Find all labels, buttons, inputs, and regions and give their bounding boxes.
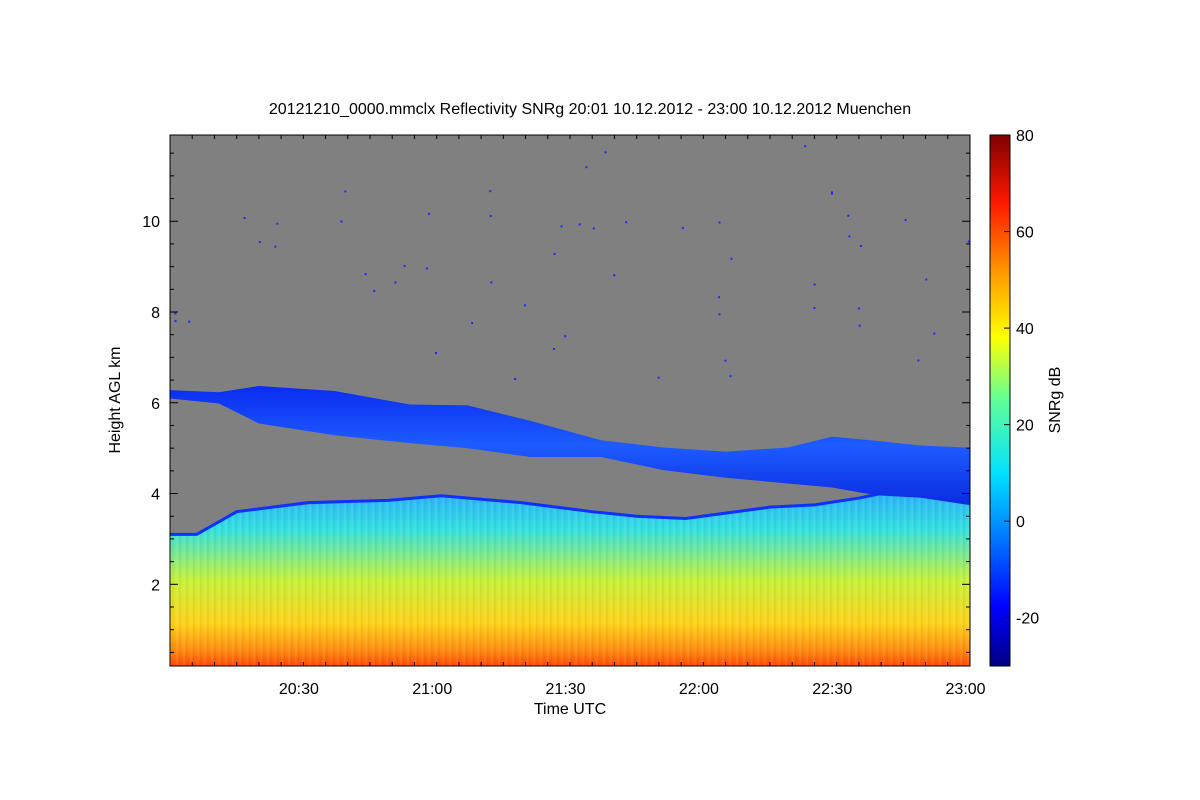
noise-speckle [848, 235, 851, 238]
noise-speckle [724, 359, 727, 362]
noise-speckle [243, 217, 246, 220]
noise-speckles [174, 145, 970, 380]
x-tick-label: 21:30 [546, 681, 586, 698]
noise-speckle [813, 283, 816, 286]
noise-speckle [552, 348, 555, 351]
noise-speckle [523, 304, 526, 307]
colorbar-gradient [989, 134, 1011, 667]
noise-speckle [718, 313, 721, 316]
noise-speckle [813, 306, 816, 309]
noise-speckle [174, 312, 177, 315]
noise-speckle [394, 281, 397, 284]
noise-speckle [925, 278, 928, 281]
noise-speckle [657, 376, 660, 379]
colorbar-tick-label: 80 [1016, 128, 1034, 145]
noise-speckle [730, 257, 733, 260]
noise-speckle [847, 214, 850, 217]
colorbar-tick-label: 0 [1016, 514, 1025, 531]
noise-speckle [188, 320, 191, 323]
noise-speckle [831, 192, 834, 195]
colorbar-ticks: -20 0 20 40 60 80 [1004, 128, 1039, 628]
noise-speckle [804, 145, 807, 148]
echo-layers [170, 386, 970, 666]
lower-echo-top [170, 473, 970, 536]
noise-speckle [276, 222, 279, 225]
x-tick-label: 20:30 [279, 681, 319, 698]
colorbar-tick-label: 60 [1016, 225, 1034, 242]
y-tick-label: 8 [151, 305, 160, 322]
noise-speckle [933, 332, 936, 335]
noise-speckle [830, 191, 833, 194]
noise-speckle [425, 267, 428, 270]
noise-speckle [258, 241, 261, 244]
noise-speckle [403, 264, 406, 267]
y-tick-label: 10 [142, 214, 160, 231]
colorbar: -20 0 20 40 60 80 SNRg dB [989, 128, 1064, 667]
y-axis: 2 4 6 8 10 [142, 152, 970, 653]
noise-speckle [340, 220, 343, 223]
noise-speckle [904, 219, 907, 222]
noise-speckle [373, 289, 376, 292]
noise-speckle [718, 221, 721, 224]
noise-speckle [613, 274, 616, 277]
noise-speckle [592, 227, 595, 230]
y-axis-title: Height AGL km [107, 346, 124, 453]
x-axis-title: Time UTC [534, 701, 606, 718]
noise-speckle [729, 375, 732, 378]
y-tick-label: 2 [151, 577, 160, 594]
x-tick-label: 21:00 [412, 681, 452, 698]
noise-speckle [564, 335, 567, 338]
x-tick-label: 23:00 [946, 681, 986, 698]
x-axis: 20:30 21:00 21:30 22:00 22:30 23:00 [169, 135, 986, 698]
noise-speckle [471, 322, 474, 325]
noise-speckle [274, 245, 277, 248]
noise-speckle [428, 212, 431, 215]
noise-speckle [490, 281, 493, 284]
plot-area [170, 135, 970, 666]
lower-echo-texture [170, 475, 970, 666]
noise-speckle [553, 253, 556, 256]
noise-speckle [489, 214, 492, 217]
noise-speckle [560, 225, 563, 228]
noise-speckle [625, 221, 628, 224]
y-tick-label: 6 [151, 396, 160, 413]
noise-speckle [858, 324, 861, 327]
noise-speckle [174, 320, 177, 323]
noise-speckle [585, 166, 588, 169]
noise-speckle [364, 273, 367, 276]
chart-title: 20121210_0000.mmclx Reflectivity SNRg 20… [269, 101, 911, 118]
noise-speckle [917, 359, 920, 362]
noise-speckle [681, 226, 684, 229]
colorbar-title: SNRg dB [1047, 367, 1064, 434]
colorbar-tick-label: 40 [1016, 321, 1034, 338]
noise-speckle [434, 352, 437, 355]
upper-cloud-band [170, 386, 970, 506]
colorbar-tick-label: -20 [1016, 611, 1039, 628]
noise-speckle [514, 377, 517, 380]
noise-speckle [489, 190, 492, 193]
noise-speckle [578, 223, 581, 226]
noise-speckle [859, 245, 862, 248]
noise-speckle [344, 190, 347, 193]
x-tick-label: 22:30 [812, 681, 852, 698]
noise-speckle [857, 307, 860, 310]
noise-speckle [967, 240, 970, 243]
noise-speckle [604, 151, 607, 154]
noise-speckle [718, 296, 721, 299]
x-tick-label: 22:00 [679, 681, 719, 698]
colorbar-tick-label: 20 [1016, 418, 1034, 435]
y-tick-label: 4 [151, 487, 160, 504]
